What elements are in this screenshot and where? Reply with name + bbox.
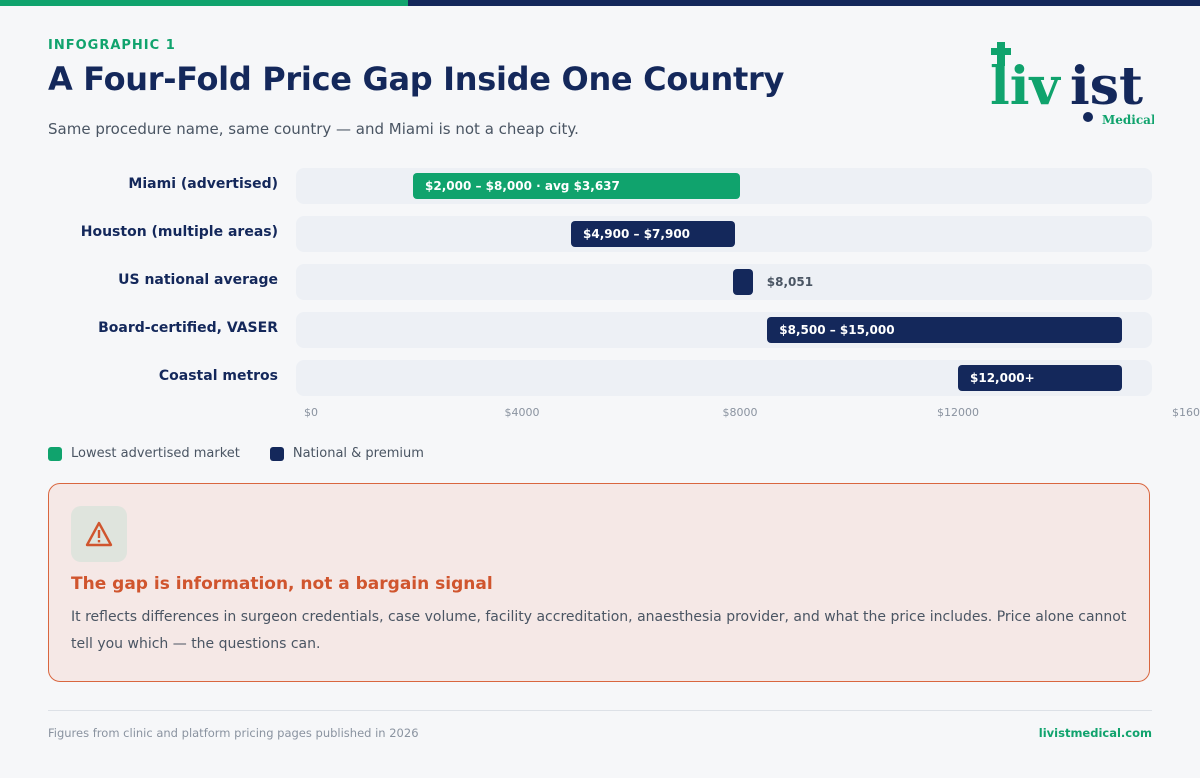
bar-value-label: $4,900 – $7,900 — [583, 227, 691, 241]
bar — [413, 173, 740, 199]
top-accent-navy — [408, 0, 1200, 6]
site-link[interactable]: livistmedical.com — [1038, 726, 1152, 740]
legend-swatch-navy — [269, 446, 284, 461]
logo-tagline: Medical — [1102, 113, 1154, 127]
warning-callout: The gap is information, not a bargain si… — [48, 483, 1150, 682]
legend-item-national: National & premium — [269, 446, 424, 461]
bar — [767, 317, 1122, 343]
eyebrow-label: INFOGRAPHIC 1 — [48, 38, 176, 53]
callout-body: It reflects differences in surgeon crede… — [71, 609, 1127, 652]
x-tick-label: $8000 — [722, 406, 758, 419]
top-accent-green — [0, 0, 408, 6]
row-label: Coastal metros — [158, 368, 278, 384]
logo-wordmark-liv: liv — [990, 56, 1062, 117]
row-label: Miami (advertised) — [128, 176, 278, 192]
bar-value-label: $2,000 – $8,000 · avg $3,637 — [425, 179, 620, 193]
livist-medical-logo[interactable]: liv ist Medical — [990, 42, 1154, 132]
legend-item-lowest: Lowest advertised market — [48, 446, 240, 461]
legend-swatch-green — [48, 446, 62, 461]
top-accent-bar — [0, 0, 1200, 6]
chart-legend: Lowest advertised market National & prem… — [48, 446, 454, 461]
legend-label-national: National & premium — [292, 446, 424, 461]
bar — [571, 221, 735, 247]
bar-value-label: $8,051 — [766, 275, 814, 289]
price-range-chart: Miami (advertised) Houston (multiple area… — [0, 160, 1200, 430]
row-label: Board-certified, VASER — [98, 320, 278, 336]
legend-label-lowest: Lowest advertised market — [71, 446, 240, 461]
x-tick-label: $16000 — [1172, 406, 1200, 419]
bar-value-label: $12,000+ — [970, 371, 1035, 385]
page-subtitle: Same procedure name, same country — and … — [48, 120, 579, 138]
x-tick-label: $4000 — [504, 406, 540, 419]
bar — [732, 269, 753, 295]
bar — [958, 365, 1122, 391]
row-label: US national average — [118, 272, 278, 288]
x-tick-label: $0 — [304, 406, 318, 419]
logo-wordmark-ist: ist — [1070, 56, 1143, 117]
page-title: A Four-Fold Price Gap Inside One Country — [48, 60, 785, 98]
bar-track — [296, 264, 1152, 300]
row-label: Houston (multiple areas) — [80, 224, 278, 240]
x-tick-label: $12000 — [937, 406, 979, 419]
warning-icon-box — [71, 506, 127, 562]
footer-divider — [48, 710, 1152, 711]
callout-heading: The gap is information, not a bargain si… — [71, 574, 493, 594]
bar-value-label: $8,500 – $15,000 — [779, 323, 895, 337]
warning-triangle-icon — [85, 521, 113, 547]
source-note: Figures from clinic and platform pricing… — [48, 726, 419, 740]
